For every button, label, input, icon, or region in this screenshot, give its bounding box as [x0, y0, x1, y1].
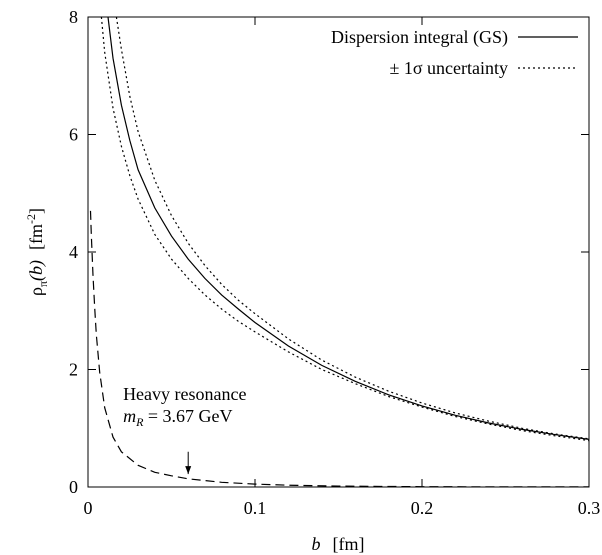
legend-label-2: ± 1σ uncertainty: [389, 58, 508, 78]
annotation-title: Heavy resonance: [123, 384, 246, 404]
y-tick-label: 8: [69, 7, 78, 27]
annotation-arrow-head: [185, 466, 192, 475]
x-axis-label: b [fm]: [312, 534, 365, 554]
y-tick-label: 2: [69, 360, 78, 380]
x-tick-label: 0.3: [578, 498, 601, 518]
plot-curves: [89, 17, 589, 487]
series-line-3: [100, 17, 589, 442]
legend: Dispersion integral (GS) ± 1σ uncertainty: [331, 27, 578, 78]
y-axis-label: ρπ(b)[fm-2]: [24, 208, 50, 296]
y-tick-label: 4: [69, 242, 78, 262]
annotation-mass: mR = 3.67 GeV: [123, 406, 232, 429]
series-line-2: [115, 17, 589, 440]
series-line-1: [107, 17, 589, 440]
y-tick-label: 0: [69, 477, 78, 497]
legend-label-1: Dispersion integral (GS): [331, 27, 508, 48]
y-tick-label: 6: [69, 125, 78, 145]
tick-labels: 0 0.1 0.2 0.3 0 2 4 6 8: [69, 7, 600, 518]
x-tick-label: 0.2: [411, 498, 434, 518]
x-tick-label: 0.1: [244, 498, 267, 518]
series-line-4: [89, 210, 589, 487]
x-tick-label: 0: [84, 498, 93, 518]
axis-ticks: [87, 16, 590, 488]
